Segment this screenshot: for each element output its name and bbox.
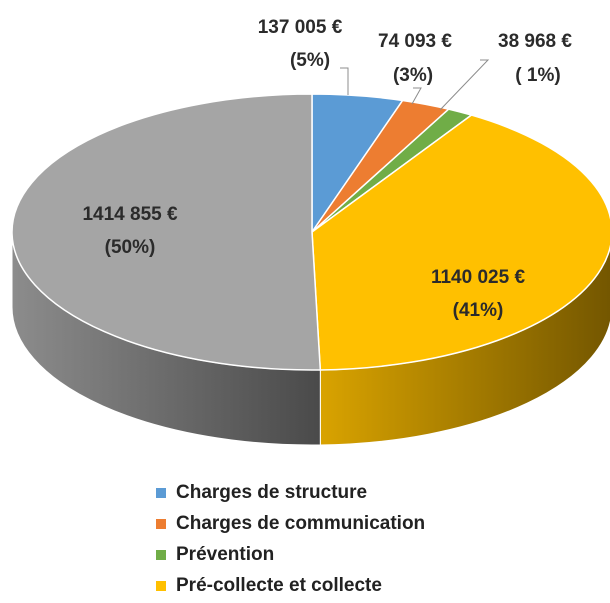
value-label: 74 093 €: [378, 31, 452, 52]
legend-label: Prévention: [176, 544, 274, 565]
legend-swatch: [156, 581, 166, 591]
legend-swatch: [156, 519, 166, 529]
legend-label: Charges de structure: [176, 482, 367, 503]
percent-label: (41%): [453, 300, 504, 321]
percent-label: (50%): [105, 237, 156, 258]
percent-label: (3%): [393, 65, 433, 86]
legend-label: Charges de communication: [176, 513, 425, 534]
leader-line: [340, 67, 349, 95]
value-label: 1414 855 €: [82, 204, 178, 225]
pie: [11, 93, 610, 446]
data-labels: 137 005 € (5%) 74 093 € (3%) 38 968 € ( 1%) 11…: [82, 17, 572, 321]
legend: Charges de structure Charges de communica…: [156, 482, 425, 596]
legend-swatch: [156, 488, 166, 498]
leader-line: [411, 87, 422, 105]
legend-swatch: [156, 550, 166, 560]
slice: [311, 114, 610, 371]
legend-label: Pré-collecte et collecte: [176, 575, 382, 596]
slice: [11, 93, 322, 371]
value-label: 1140 025 €: [431, 267, 525, 288]
percent-label: (5%): [290, 50, 330, 71]
value-label: 38 968 €: [498, 31, 572, 52]
leader-line: [439, 59, 490, 111]
value-label: 137 005 €: [258, 17, 343, 38]
percent-label: ( 1%): [515, 65, 560, 86]
